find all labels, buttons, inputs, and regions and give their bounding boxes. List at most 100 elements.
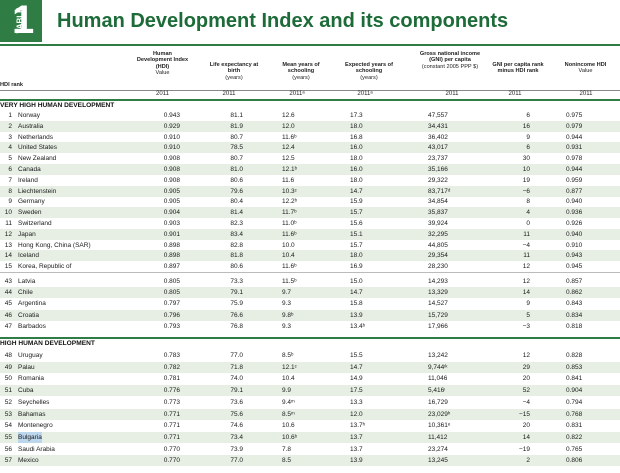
mean-schooling-cell: 8.5 <box>282 457 292 465</box>
expected-schooling-cell: 13.9 <box>350 457 363 465</box>
country-cell: Cuba <box>18 387 34 395</box>
expected-schooling-cell: 18.0 <box>350 122 363 130</box>
nonincome-hdi-cell: 0.818 <box>566 322 583 330</box>
hdi-cell: 0.805 <box>163 289 180 297</box>
table-row: 52 Seychelles 0.773 73.6 9.4ᵐ 13.3 16,729 −4 0.7… <box>0 397 620 408</box>
table-row: 46 Croatia 0.796 76.6 9.8ᵇ 13.9 15,729 5 0.834 <box>0 309 620 321</box>
gni-rank-diff-cell: 29 <box>522 363 530 371</box>
hdi-cell: 0.781 <box>163 375 180 383</box>
year-eys: 2011ᵃ <box>357 91 373 97</box>
life-expectancy-cell: 80.7 <box>230 133 243 141</box>
nonincome-hdi-cell: 0.857 <box>566 278 583 285</box>
gni-rank-diff-cell: 5 <box>526 311 530 319</box>
rank-cell: 46 <box>4 311 12 319</box>
table-row: 11 Switzerland 0.903 82.3 11.0ᵇ 15.6 39,924 0 0.… <box>0 218 620 229</box>
rank-cell: 51 <box>4 387 12 395</box>
gni-rank-diff-cell: 16 <box>522 122 530 130</box>
table-row: 51 Cuba 0.776 79.1 9.9 17.5 5,416ᶦ 52 0.904 <box>0 385 620 397</box>
hdi-cell: 0.901 <box>163 230 180 238</box>
gni-rank-diff-cell: 6 <box>526 112 530 119</box>
hdi-cell: 0.903 <box>163 220 180 227</box>
table-row: 15 Korea, Republic of 0.897 80.6 11.6ᵇ 16.9 28… <box>0 261 620 272</box>
expected-schooling-cell: 16.9 <box>350 263 363 271</box>
life-expectancy-cell: 80.7 <box>230 155 243 163</box>
gni-cell: 13,242 <box>428 352 448 359</box>
expected-schooling-cell: 16.0 <box>350 144 363 152</box>
hdi-cell: 0.905 <box>163 198 180 206</box>
col-header-mys-sub: (years) <box>292 74 310 81</box>
expected-schooling-cell: 18.0 <box>350 155 363 163</box>
nonincome-hdi-cell: 0.841 <box>566 375 583 383</box>
table-row: 6 Canada 0.908 81.0 12.1ᵇ 16.0 35,166 10 0.944 <box>0 164 620 175</box>
table-row: 12 Japan 0.901 83.4 11.6ᵇ 15.1 32,295 11 0.940 <box>0 228 620 240</box>
nonincome-hdi-cell: 0.931 <box>566 144 583 152</box>
rank-cell: 13 <box>4 241 12 249</box>
hdi-cell: 0.904 <box>163 209 180 217</box>
nonincome-hdi-cell: 0.944 <box>566 133 583 141</box>
nonincome-hdi-cell: 0.843 <box>566 300 583 308</box>
expected-schooling-cell: 15.1 <box>350 230 363 238</box>
rank-cell: 56 <box>4 445 12 453</box>
expected-schooling-cell: 15.7 <box>350 209 363 217</box>
life-expectancy-cell: 71.8 <box>230 363 243 371</box>
country-cell: New Zealand <box>18 155 57 163</box>
country-cell: Canada <box>18 166 41 173</box>
gni-cell: 32,295 <box>428 230 448 238</box>
hdi-cell: 0.783 <box>163 352 180 359</box>
hdi-cell: 0.910 <box>163 133 180 141</box>
table-row: 55 Bulgaria 0.771 73.4 10.6ᵇ 13.7 11,412 14 0.82… <box>0 431 620 443</box>
section-high: HIGH HUMAN DEVELOPMENT <box>0 340 95 347</box>
col-header-gni-label: Gross national income (GNI) per capita <box>419 51 481 64</box>
expected-schooling-cell: 18.0 <box>350 252 363 260</box>
gni-cell: 34,854 <box>428 198 448 206</box>
life-expectancy-cell: 81.8 <box>230 252 243 260</box>
gni-rank-diff-cell: −15 <box>518 410 530 418</box>
hdi-cell: 0.943 <box>163 112 180 119</box>
gni-rank-diff-cell: 30 <box>522 155 530 163</box>
nonincome-hdi-cell: 0.940 <box>566 230 583 238</box>
section-very-high: VERY HIGH HUMAN DEVELOPMENT <box>0 102 115 109</box>
table-row: 44 Chile 0.805 79.1 9.7 14.7 13,329 14 0.862 <box>0 287 620 299</box>
mean-schooling-cell: 11.7ᵇ <box>282 209 297 217</box>
col-header-hdi: Human Development Index (HDI) Value <box>135 51 190 77</box>
mean-schooling-cell: 10.6 <box>282 422 295 430</box>
nonincome-hdi-cell: 0.944 <box>566 166 583 173</box>
rank-cell: 11 <box>5 220 12 227</box>
country-cell: Argentina <box>18 300 46 308</box>
country-cell: Barbados <box>18 322 46 330</box>
gni-rank-diff-cell: 8 <box>526 198 530 206</box>
gni-cell: 35,166 <box>428 166 448 173</box>
col-header-rank: HDI rank <box>0 82 24 88</box>
nonincome-hdi-cell: 0.945 <box>566 263 583 271</box>
gni-cell: 34,431 <box>428 122 448 130</box>
gni-cell: 11,412 <box>428 433 448 441</box>
expected-schooling-cell: 13.7 <box>350 433 363 441</box>
col-header-nh-sub: Value <box>578 68 593 75</box>
mean-schooling-cell: 9.9 <box>282 387 292 395</box>
table-row: 49 Palau 0.782 71.8 12.1ᶜ 14.7 9,744ᶦᵏ 29 0.853 <box>0 361 620 373</box>
table-row: 8 Liechtenstein 0.905 79.6 10.3ᶜ 14.7 83,717ᵈ −… <box>0 185 620 197</box>
table-label-block: TABLE 1 <box>0 0 42 42</box>
col-header-eys-label: Expected years of schooling <box>345 62 393 75</box>
country-cell: Korea, Republic of <box>18 263 72 271</box>
life-expectancy-cell: 79.1 <box>230 289 243 297</box>
rank-cell: 47 <box>4 322 12 330</box>
country-cell: Netherlands <box>18 133 54 141</box>
year-nh: 2011 <box>579 91 593 97</box>
life-expectancy-cell: 83.4 <box>230 230 243 238</box>
expected-schooling-cell: 17.5 <box>350 387 363 395</box>
nonincome-hdi-cell: 0.794 <box>566 398 583 406</box>
life-expectancy-cell: 79.1 <box>230 387 243 395</box>
hdi-cell: 0.898 <box>163 252 180 260</box>
expected-schooling-cell: 18.0 <box>350 176 363 184</box>
col-header-eys: Expected years of schooling (years) <box>340 62 398 81</box>
gni-rank-diff-cell: 12 <box>522 352 530 359</box>
expected-schooling-cell: 13.3 <box>350 398 363 406</box>
mean-schooling-cell: 12.0 <box>282 122 295 130</box>
gni-rank-diff-cell: 20 <box>522 422 530 430</box>
gni-rank-diff-cell: 14 <box>522 433 530 441</box>
table-header: TABLE 1 Human Development Index and its … <box>0 0 620 42</box>
year-hdi: 2011 <box>156 91 169 97</box>
gni-cell: 17,966 <box>428 322 448 330</box>
gni-rank-diff-cell: 52 <box>522 387 530 395</box>
